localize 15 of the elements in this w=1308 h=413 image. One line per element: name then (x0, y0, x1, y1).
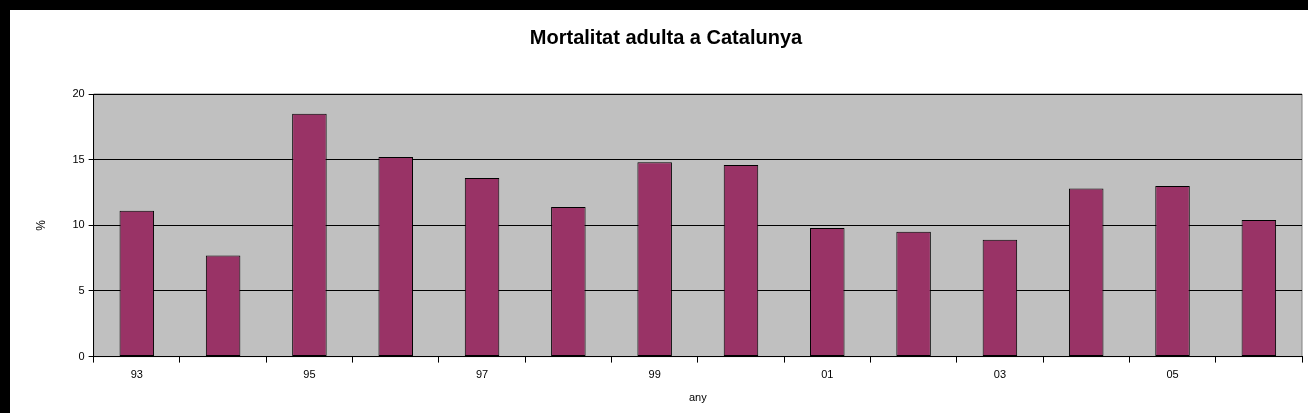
chart-title: Mortalitat adulta a Catalunya (529, 25, 804, 48)
x-axis-title: any (688, 391, 708, 404)
x-tick-label: 95 (303, 368, 316, 381)
x-tick-label: 05 (1166, 368, 1179, 381)
x-tick-label: 99 (648, 368, 661, 381)
y-tick-label: 5 (78, 283, 85, 296)
y-axis-title: % (33, 219, 48, 231)
x-tick-label: 03 (993, 368, 1007, 381)
y-tick-label: 0 (78, 349, 85, 362)
y-tick-label: 20 (72, 87, 85, 100)
y-tick-label: 10 (72, 218, 85, 231)
x-tick-label: 97 (475, 368, 489, 381)
y-tick-label: 15 (72, 152, 85, 165)
x-tick-label: 01 (821, 368, 834, 381)
x-tick-label: 93 (130, 368, 143, 381)
